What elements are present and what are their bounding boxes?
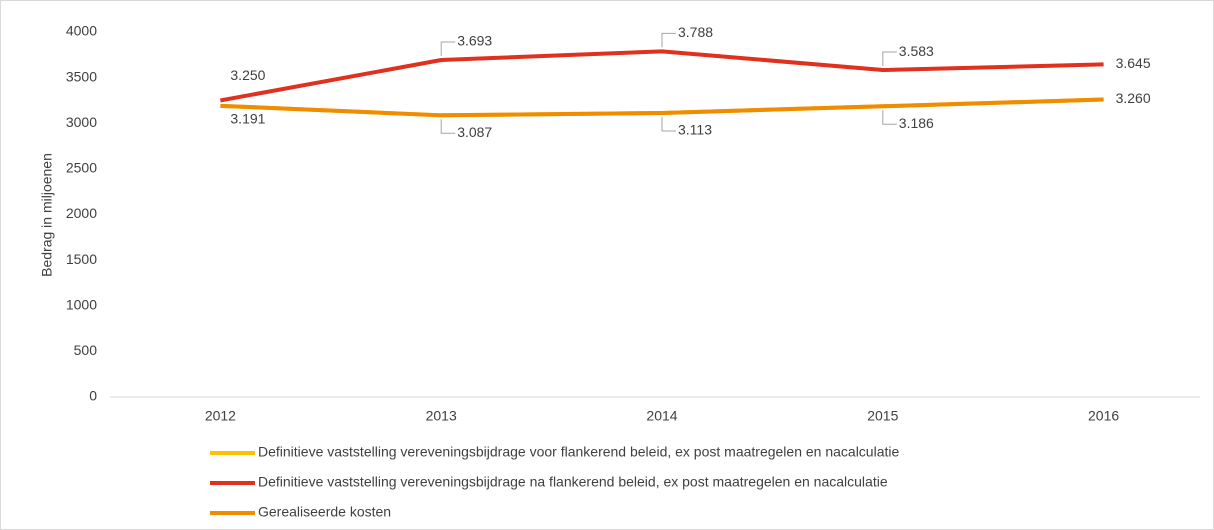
x-tick-label: 2012 bbox=[205, 408, 236, 424]
data-label: 3.645 bbox=[1116, 55, 1151, 71]
y-tick-label: 2500 bbox=[66, 160, 97, 176]
data-label: 3.583 bbox=[899, 43, 934, 59]
x-tick-label: 2014 bbox=[646, 408, 677, 424]
series-line bbox=[220, 49, 1104, 103]
y-tick-label: 3500 bbox=[66, 68, 97, 84]
data-label: 3.260 bbox=[1116, 90, 1151, 106]
y-tick-label: 1500 bbox=[66, 251, 97, 267]
leader-line bbox=[661, 116, 676, 132]
leader-line bbox=[882, 51, 897, 67]
y-tick-label: 0 bbox=[89, 388, 97, 404]
y-tick-label: 4000 bbox=[66, 23, 97, 39]
x-tick-label: 2016 bbox=[1088, 408, 1119, 424]
series-line bbox=[220, 97, 1104, 118]
x-tick-label: 2015 bbox=[867, 408, 898, 424]
data-label: 3.191 bbox=[230, 111, 265, 127]
y-axis-label: Bedrag in miljoenen bbox=[39, 153, 55, 277]
leader-line bbox=[661, 32, 676, 48]
legend-label: Definitieve vaststelling vereveningsbijd… bbox=[258, 444, 899, 460]
data-label: 3.693 bbox=[457, 33, 492, 49]
y-tick-label: 500 bbox=[74, 342, 98, 358]
data-label: 3.087 bbox=[457, 124, 492, 140]
legend-label: Gerealiseerde kosten bbox=[258, 504, 391, 520]
leader-line bbox=[440, 119, 456, 134]
data-label: 3.113 bbox=[678, 122, 712, 138]
leader-line bbox=[440, 41, 456, 57]
leader-line bbox=[882, 110, 897, 125]
y-tick-label: 1000 bbox=[66, 296, 97, 312]
data-label: 3.788 bbox=[678, 24, 713, 40]
y-tick-label: 2000 bbox=[66, 205, 97, 221]
y-tick-label: 3000 bbox=[66, 114, 97, 130]
legend-label: Definitieve vaststelling vereveningsbijd… bbox=[258, 474, 888, 490]
x-tick-label: 2013 bbox=[426, 408, 457, 424]
data-label: 3.250 bbox=[230, 67, 265, 83]
data-label: 3.186 bbox=[899, 115, 934, 131]
